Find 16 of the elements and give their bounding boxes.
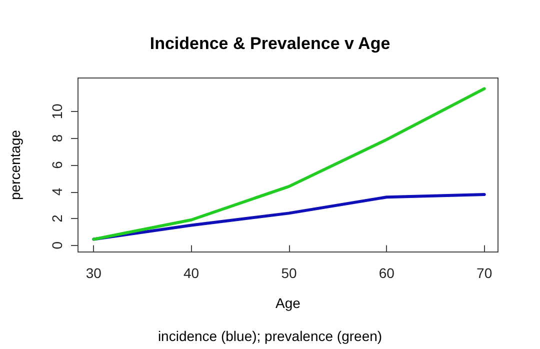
x-tick-label: 60 — [378, 265, 395, 281]
text: incidence (blue); prevalence (green) — [158, 328, 382, 344]
y-axis-title: percentage — [7, 130, 23, 200]
x-tick-label: 70 — [476, 265, 492, 281]
y-tick-label: 6 — [49, 160, 65, 169]
y-tick-label: 8 — [49, 134, 65, 142]
y-tick-label: 4 — [49, 188, 65, 196]
x-tick-label: 50 — [281, 265, 297, 281]
x-tick-label: 30 — [86, 265, 102, 281]
chart-title: Incidence & Prevalence v Age — [150, 34, 390, 53]
y-tick-label: 10 — [49, 103, 65, 120]
line-series — [92, 87, 486, 241]
x-axis-title: Age — [276, 295, 301, 311]
y-tick-label: 2 — [49, 214, 65, 222]
x-tick-label: 40 — [184, 265, 200, 281]
y-tick-label: 0 — [49, 241, 65, 250]
